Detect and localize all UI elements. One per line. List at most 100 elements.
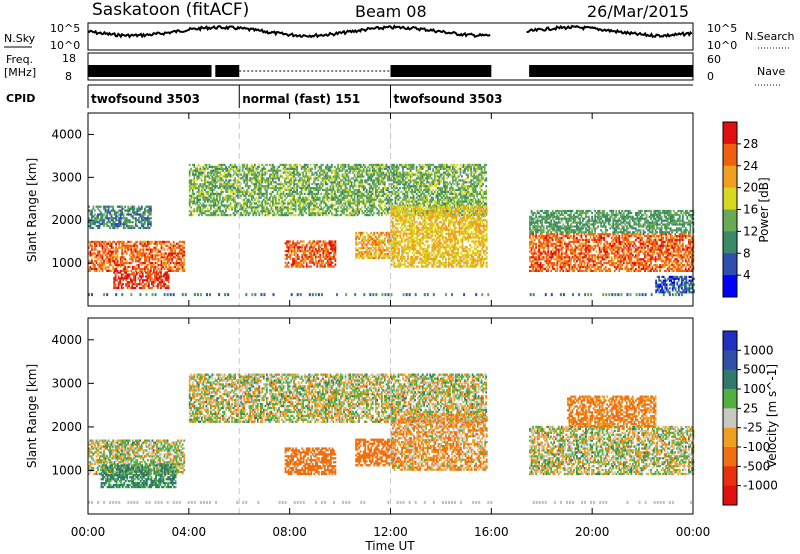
echo-cell [247,198,250,201]
echo-cell [160,265,163,269]
echo-cell [341,179,344,182]
echo-cell [131,244,134,247]
echo-cell [243,198,246,201]
echo-cell [464,181,466,184]
echo-cell [382,171,385,174]
echo-cell [402,175,404,178]
echo-cell [219,171,221,174]
echo-cell [326,169,329,172]
echo-cell [305,204,308,207]
echo-cell [131,256,134,259]
echo-cell [294,208,297,211]
echo-cell [133,205,136,208]
echo-cell [150,209,152,212]
echo-cell [449,198,451,201]
echo-cell [438,163,441,166]
echo-cell [356,165,359,168]
echo-cell [402,200,404,203]
echo-cell [246,190,249,193]
echo-cell [353,190,356,193]
echo-cell [326,206,329,209]
echo-cell [222,183,224,186]
echo-cell [140,244,143,247]
echo-cell [376,175,379,178]
echo-cell [200,171,203,174]
echo-cell [190,198,193,201]
echo-cell [291,165,294,168]
echo-cell [446,208,448,211]
echo-cell [322,265,325,268]
echo-cell [314,242,317,245]
echo-cell [202,208,205,211]
echo-cell [346,196,348,199]
echo-cell [293,263,296,266]
echo-cell [261,194,264,197]
echo-cell [133,267,136,270]
echo-cell [278,179,280,182]
echo-cell [462,202,465,205]
echo-cell [347,190,350,193]
echo-cell [91,258,93,261]
echo-cell [461,200,463,203]
echo-cell [374,183,377,186]
echo-cell [115,242,117,245]
echo-cell [279,163,282,166]
echo-cell [253,212,256,215]
echo-cell [247,194,250,197]
echo-cell [365,198,368,201]
echo-cell [312,212,315,215]
echo-cell [216,167,218,170]
echo-cell [293,257,296,260]
echo-cell [474,187,477,190]
echo-cell [160,277,162,280]
echo-cell [284,242,287,245]
echo-cell [423,202,426,205]
echo-cell [114,273,117,276]
echo-cell [436,169,439,172]
echo-cell [412,181,415,184]
echo-cell [361,169,364,172]
echo-cell [409,163,412,166]
echo-cell [231,194,233,197]
echo-cell [134,269,137,272]
echo-cell [284,169,286,172]
echo-cell [435,192,438,195]
echo-cell [238,169,241,172]
echo-cell [474,192,477,195]
echo-cell [132,271,135,274]
echo-cell [216,198,218,201]
echo-cell [91,248,93,251]
echo-cell [210,181,212,184]
echo-cell [148,271,150,274]
echo-cell [288,212,291,215]
echo-cell [255,167,258,170]
echo-cell [337,171,339,174]
echo-cell [480,185,483,188]
echo-cell [208,202,211,205]
echo-cell [295,261,297,264]
echo-cell [305,183,308,186]
echo-cell [405,165,407,168]
echo-cell [426,202,429,205]
echo-cell [220,210,223,213]
echo-cell [168,267,170,270]
echo-cell [480,202,483,205]
echo-cell [338,194,341,197]
echo-cell [479,204,481,207]
echo-cell [337,202,339,205]
echo-cell [106,269,108,272]
echo-cell [353,181,356,184]
echo-cell [331,246,334,249]
echo-cell [169,265,172,269]
echo-cell [159,240,161,243]
echo-cell [311,248,314,251]
echo-cell [145,258,148,261]
echo-cell [110,213,113,216]
echo-cell [107,219,110,222]
echo-cell [470,171,472,174]
echo-cell [441,210,444,213]
echo-cell [243,200,246,203]
echo-cell [255,187,258,190]
echo-cell [396,173,398,176]
echo-cell [459,194,462,197]
